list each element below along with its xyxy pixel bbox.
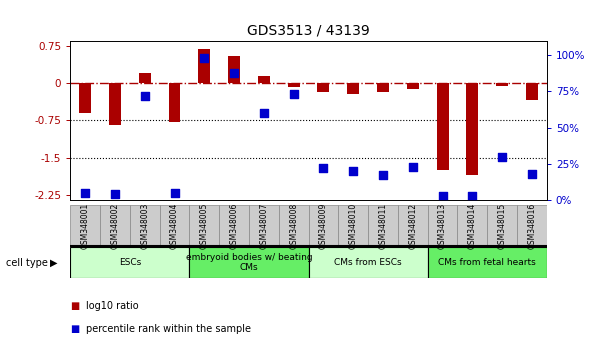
- Bar: [288, 83, 299, 87]
- FancyBboxPatch shape: [398, 205, 428, 246]
- Point: [80, 190, 90, 196]
- Text: GSM348002: GSM348002: [111, 202, 119, 249]
- FancyBboxPatch shape: [219, 205, 249, 246]
- Point: [348, 168, 358, 174]
- Point: [378, 172, 388, 178]
- Point: [527, 171, 537, 177]
- Text: GSM348004: GSM348004: [170, 202, 179, 249]
- Point: [170, 190, 180, 196]
- Bar: [228, 56, 240, 83]
- FancyBboxPatch shape: [488, 205, 517, 246]
- Text: log10 ratio: log10 ratio: [86, 301, 138, 311]
- Text: GSM348015: GSM348015: [498, 202, 507, 249]
- Bar: [199, 49, 210, 83]
- Point: [199, 55, 209, 61]
- FancyBboxPatch shape: [428, 247, 547, 278]
- Bar: [526, 83, 538, 101]
- Point: [229, 70, 239, 75]
- Bar: [79, 83, 91, 113]
- Text: ESCs: ESCs: [119, 258, 141, 267]
- FancyBboxPatch shape: [249, 205, 279, 246]
- FancyBboxPatch shape: [130, 205, 159, 246]
- FancyBboxPatch shape: [189, 247, 309, 278]
- FancyBboxPatch shape: [458, 205, 488, 246]
- Bar: [109, 83, 121, 125]
- Bar: [258, 75, 270, 83]
- Point: [259, 110, 269, 116]
- Text: GSM348005: GSM348005: [200, 202, 209, 249]
- Text: GSM348014: GSM348014: [468, 202, 477, 249]
- Text: embryoid bodies w/ beating
CMs: embryoid bodies w/ beating CMs: [186, 253, 312, 272]
- FancyBboxPatch shape: [517, 205, 547, 246]
- Bar: [466, 83, 478, 175]
- Text: GSM348009: GSM348009: [319, 202, 328, 249]
- Text: GSM348016: GSM348016: [527, 202, 536, 249]
- Point: [140, 93, 150, 98]
- Bar: [318, 83, 329, 92]
- FancyBboxPatch shape: [100, 205, 130, 246]
- Text: CMs from fetal hearts: CMs from fetal hearts: [439, 258, 536, 267]
- FancyBboxPatch shape: [309, 247, 428, 278]
- Bar: [139, 73, 151, 83]
- Point: [497, 154, 507, 159]
- FancyBboxPatch shape: [70, 247, 189, 278]
- FancyBboxPatch shape: [338, 205, 368, 246]
- Bar: [437, 83, 448, 170]
- FancyBboxPatch shape: [309, 205, 338, 246]
- Text: GSM348011: GSM348011: [379, 202, 387, 249]
- Text: cell type: cell type: [6, 258, 48, 268]
- FancyBboxPatch shape: [70, 205, 100, 246]
- Text: ■: ■: [70, 301, 79, 311]
- Text: GSM348006: GSM348006: [230, 202, 238, 249]
- FancyBboxPatch shape: [368, 205, 398, 246]
- Point: [110, 192, 120, 197]
- Text: GSM348003: GSM348003: [141, 202, 149, 249]
- Text: ▶: ▶: [50, 258, 57, 268]
- Point: [289, 91, 299, 97]
- Text: GSM348007: GSM348007: [260, 202, 268, 249]
- Text: GSM348013: GSM348013: [438, 202, 447, 249]
- Point: [467, 193, 477, 199]
- Point: [437, 193, 447, 199]
- FancyBboxPatch shape: [189, 205, 219, 246]
- Text: GSM348012: GSM348012: [408, 202, 417, 249]
- Bar: [347, 83, 359, 94]
- Bar: [169, 83, 180, 122]
- Point: [318, 165, 328, 171]
- Text: ■: ■: [70, 324, 79, 334]
- Point: [408, 164, 418, 170]
- Bar: [377, 83, 389, 92]
- Text: GSM348008: GSM348008: [289, 202, 298, 249]
- Bar: [407, 83, 419, 89]
- FancyBboxPatch shape: [428, 205, 458, 246]
- Text: GSM348001: GSM348001: [81, 202, 90, 249]
- Text: GSM348010: GSM348010: [349, 202, 357, 249]
- FancyBboxPatch shape: [279, 205, 309, 246]
- Text: percentile rank within the sample: percentile rank within the sample: [86, 324, 251, 334]
- Text: CMs from ESCs: CMs from ESCs: [334, 258, 402, 267]
- Bar: [496, 83, 508, 86]
- Text: GDS3513 / 43139: GDS3513 / 43139: [247, 23, 370, 37]
- FancyBboxPatch shape: [159, 205, 189, 246]
